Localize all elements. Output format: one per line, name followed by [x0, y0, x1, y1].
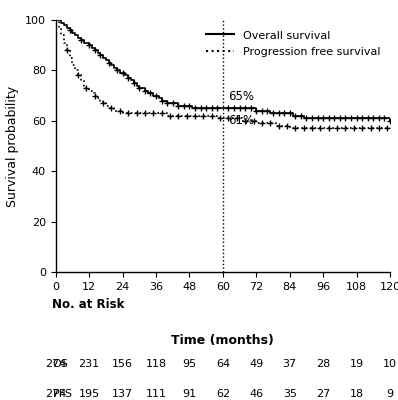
Text: 156: 156 [112, 359, 133, 369]
Text: 231: 231 [78, 359, 100, 369]
Text: 9: 9 [386, 389, 394, 399]
Y-axis label: Survival probability: Survival probability [6, 86, 20, 206]
Line: Overall survival: Overall survival [56, 20, 390, 121]
Text: 27: 27 [316, 389, 330, 399]
Text: PFS: PFS [53, 389, 72, 399]
Progression free survival [262, 121, 267, 126]
Progression free survival [279, 124, 284, 128]
Progression free survival [131, 111, 136, 116]
Line: Progression free survival: Progression free survival [56, 20, 390, 128]
Text: 137: 137 [112, 389, 133, 399]
Text: 49: 49 [249, 359, 263, 369]
Text: 37: 37 [283, 359, 297, 369]
Overall survival [131, 81, 136, 86]
Progression free survival [87, 88, 92, 93]
Progression free survival [287, 126, 292, 131]
Text: 64: 64 [216, 359, 230, 369]
Overall survival [388, 118, 392, 123]
Text: 46: 46 [249, 389, 263, 399]
Overall survival [87, 43, 92, 48]
Text: 61%: 61% [228, 114, 255, 128]
Progression free survival [388, 126, 392, 131]
Text: 91: 91 [182, 389, 197, 399]
Text: Time (months): Time (months) [172, 334, 274, 347]
Text: OS: OS [53, 359, 68, 369]
Progression free survival [368, 126, 373, 131]
Overall survival [53, 18, 58, 22]
Text: 274: 274 [45, 359, 66, 369]
Overall survival [195, 106, 200, 110]
Text: No. at Risk: No. at Risk [53, 298, 125, 311]
Text: 28: 28 [316, 359, 330, 369]
Overall survival [365, 116, 370, 121]
Text: 274: 274 [45, 389, 66, 399]
Text: 10: 10 [383, 359, 397, 369]
Text: 19: 19 [349, 359, 364, 369]
Text: 118: 118 [145, 359, 167, 369]
Text: 62: 62 [216, 389, 230, 399]
Text: 65%: 65% [228, 90, 254, 103]
Text: 18: 18 [349, 389, 364, 399]
Text: 35: 35 [283, 389, 297, 399]
Overall survival [262, 108, 267, 113]
Text: 111: 111 [146, 389, 166, 399]
Overall survival [279, 111, 284, 116]
Text: 95: 95 [182, 359, 197, 369]
Legend: Overall survival, Progression free survival: Overall survival, Progression free survi… [201, 26, 384, 62]
Text: 195: 195 [78, 389, 100, 399]
Progression free survival [195, 113, 200, 118]
Progression free survival [53, 18, 58, 22]
